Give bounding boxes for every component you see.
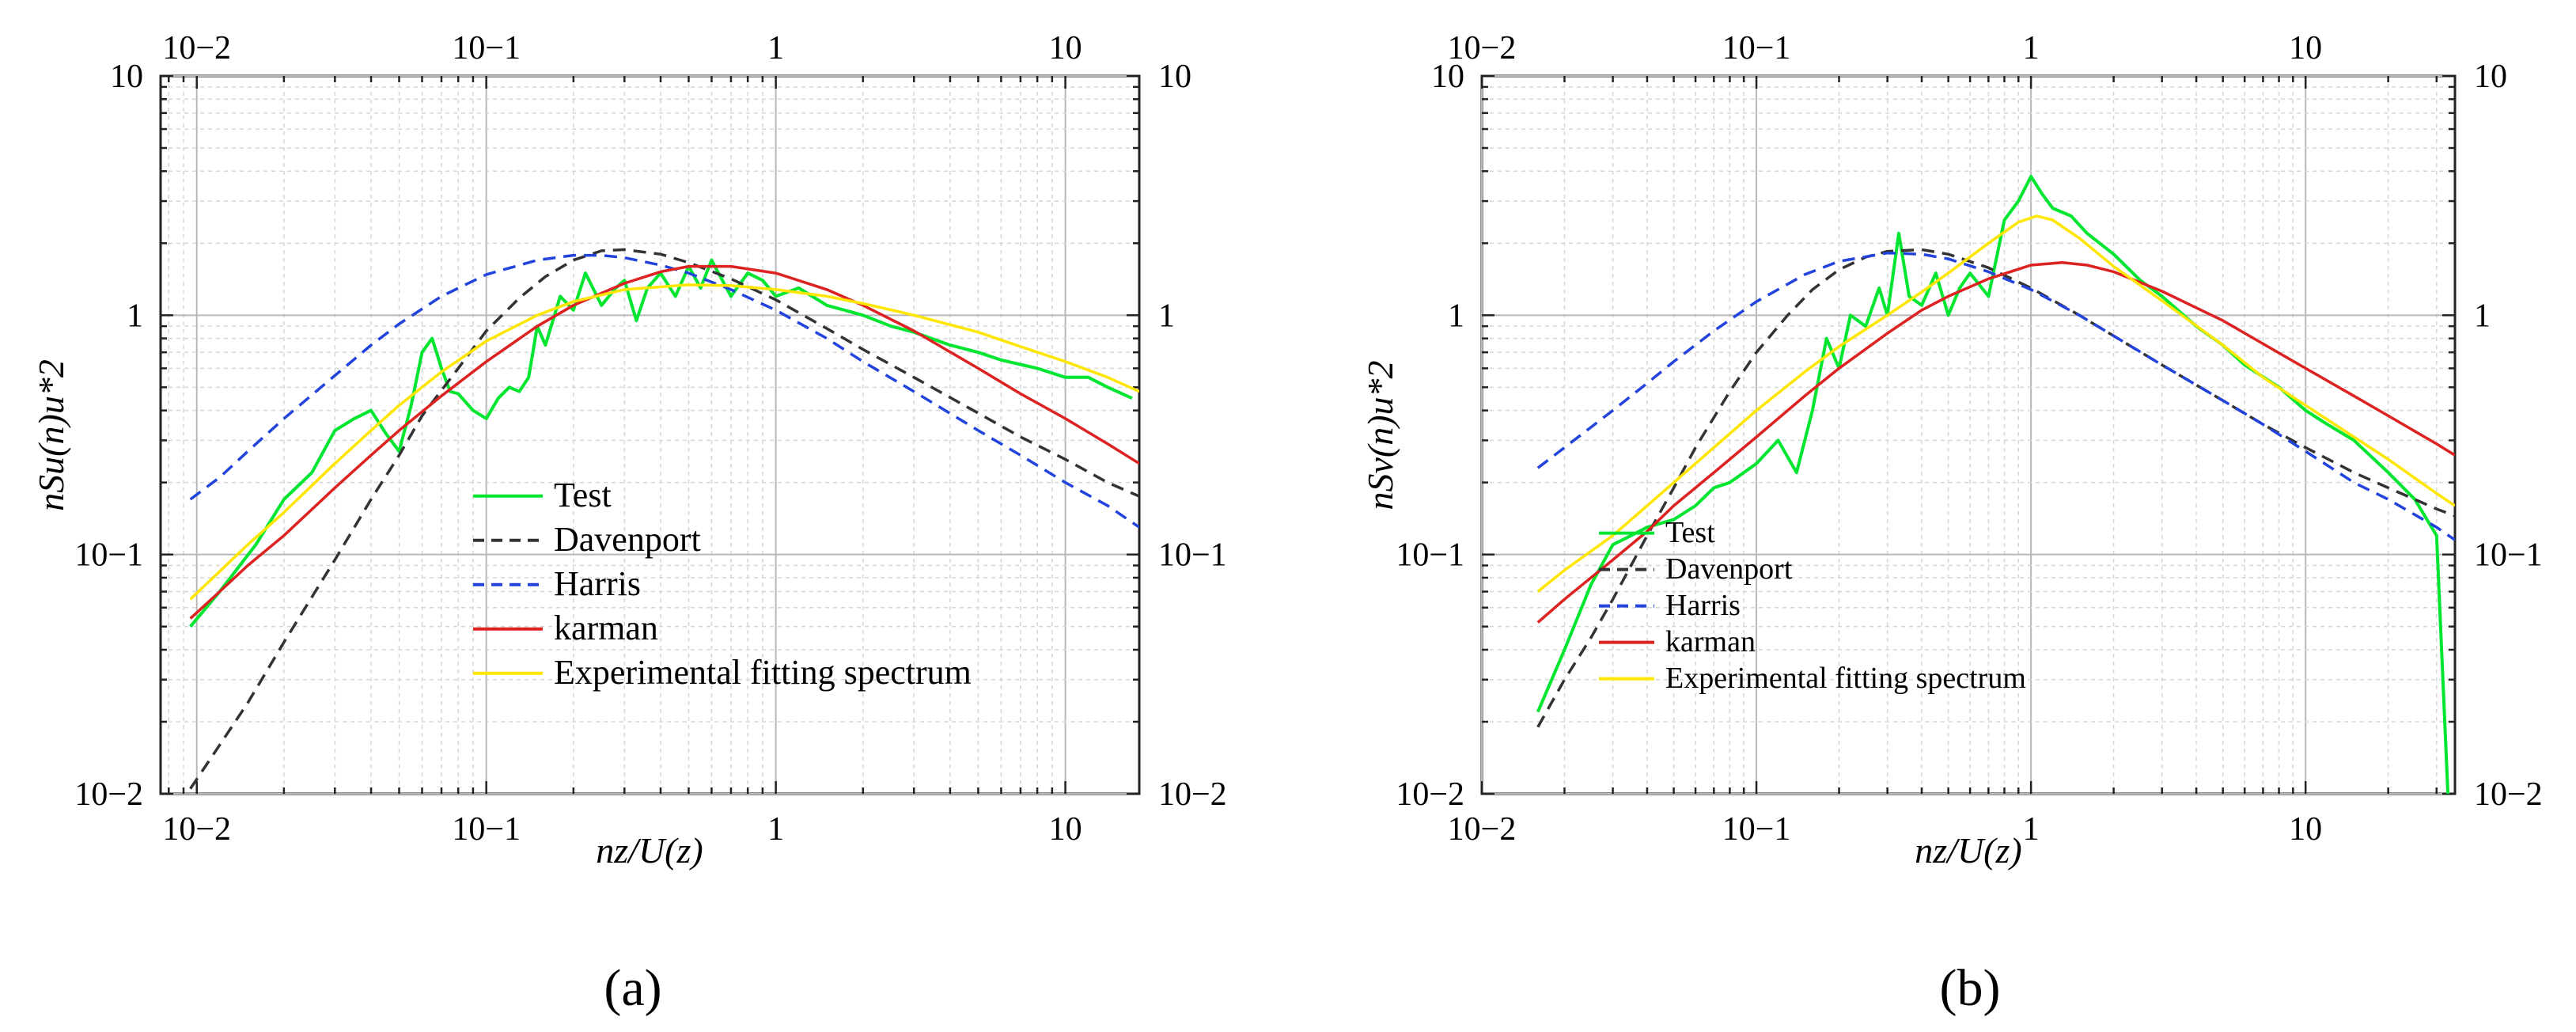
x-tick-label-top: 1 <box>2023 30 2040 66</box>
x-tick-label: 10−2 <box>162 811 231 848</box>
series-line-harris <box>189 253 1139 529</box>
legend-entry-label: Davenport <box>554 520 701 559</box>
y-tick-label: 10−1 <box>1396 537 1464 574</box>
x-tick-label-top: 10 <box>1049 30 1082 66</box>
x-tick-label: 10 <box>1049 811 1082 848</box>
legend-entry-label: Test <box>554 476 612 514</box>
y-axis-label-b: nSv(n)u*2 <box>1360 360 1400 510</box>
y-tick-label-right: 10−1 <box>2474 537 2543 574</box>
x-tick-label-top: 10 <box>2289 30 2322 66</box>
legend-entry-label: karman <box>1665 625 1756 658</box>
chart-panel-a: Test Davenport Harris karman Experimental fi… <box>31 30 1227 1017</box>
y-tick-label-right: 1 <box>2474 298 2491 334</box>
y-tick-label: 1 <box>1448 298 1464 334</box>
ticks-b <box>1480 74 2455 795</box>
plot-frame-a <box>159 74 1141 795</box>
series-line-karman <box>189 264 1139 620</box>
y-tick-label: 10−2 <box>1396 776 1464 813</box>
legend-entry-label: Harris <box>1665 589 1741 622</box>
series-line-test <box>1536 175 2450 794</box>
ticks-a <box>161 74 1139 795</box>
series-group-a <box>189 248 1139 790</box>
legend-entry-label: karman <box>554 609 658 647</box>
x-tick-label-top: 10−1 <box>452 30 521 66</box>
series-line-davenport <box>1536 248 2455 728</box>
x-tick-label: 10−1 <box>1722 811 1791 848</box>
x-tick-label-top: 10−1 <box>1722 30 1791 66</box>
x-tick-label: 1 <box>2023 811 2040 848</box>
y-tick-label: 1 <box>127 298 143 334</box>
x-tick-label: 10−2 <box>1448 811 1517 848</box>
legend-a: Test Davenport Harris karman Experimental fi… <box>473 476 972 692</box>
y-tick-label-right: 10 <box>2474 59 2507 95</box>
legend-entry-label: Experimental fitting spectrum <box>554 653 972 692</box>
legend-entry-label: Test <box>1665 516 1715 549</box>
grid-a <box>161 75 1139 795</box>
series-line-experimental-fitting-spectrum <box>1536 214 2455 593</box>
series-line-davenport <box>189 248 1139 790</box>
panel-label-b: (b) <box>1940 959 2001 1017</box>
x-tick-label: 1 <box>767 811 784 848</box>
y-tick-label-right: 1 <box>1158 298 1175 334</box>
y-tick-label-right: 10−2 <box>1158 776 1227 813</box>
x-tick-label-top: 10−2 <box>162 30 231 66</box>
x-tick-label-top: 1 <box>767 30 784 66</box>
legend-entry-label: Davenport <box>1665 552 1793 586</box>
legend-entry-label: Harris <box>554 564 641 603</box>
series-line-test <box>189 258 1133 628</box>
panel-label-a: (a) <box>604 959 661 1017</box>
x-axis-label-b: nz/U(z) <box>1915 830 2021 871</box>
series-line-harris <box>1536 251 2455 541</box>
x-tick-label-top: 10−2 <box>1448 30 1517 66</box>
series-group-b <box>1536 175 2455 794</box>
y-tick-label: 10−2 <box>74 776 143 813</box>
x-tick-label: 10 <box>2289 811 2322 848</box>
y-tick-label: 10 <box>110 59 143 95</box>
y-tick-label-right: 10−2 <box>2474 776 2543 813</box>
legend-entry-label: Experimental fitting spectrum <box>1665 662 2026 695</box>
y-tick-label: 10 <box>1431 59 1464 95</box>
series-line-karman <box>1536 261 2455 624</box>
y-tick-label: 10−1 <box>74 537 143 574</box>
y-axis-label-a: nSu(n)u*2 <box>31 359 71 511</box>
y-tick-label-right: 10 <box>1158 59 1191 95</box>
x-tick-label: 10−1 <box>452 811 521 848</box>
series-line-experimental-fitting-spectrum <box>189 283 1139 601</box>
tick-labels-a: 10−2 10−2 10−2 10−2 10−1 10−1 10−1 10−1 1 1 1 1 10 10… <box>74 30 1226 848</box>
y-tick-label-right: 10−1 <box>1158 537 1227 574</box>
x-axis-label-a: nz/U(z) <box>596 830 703 871</box>
